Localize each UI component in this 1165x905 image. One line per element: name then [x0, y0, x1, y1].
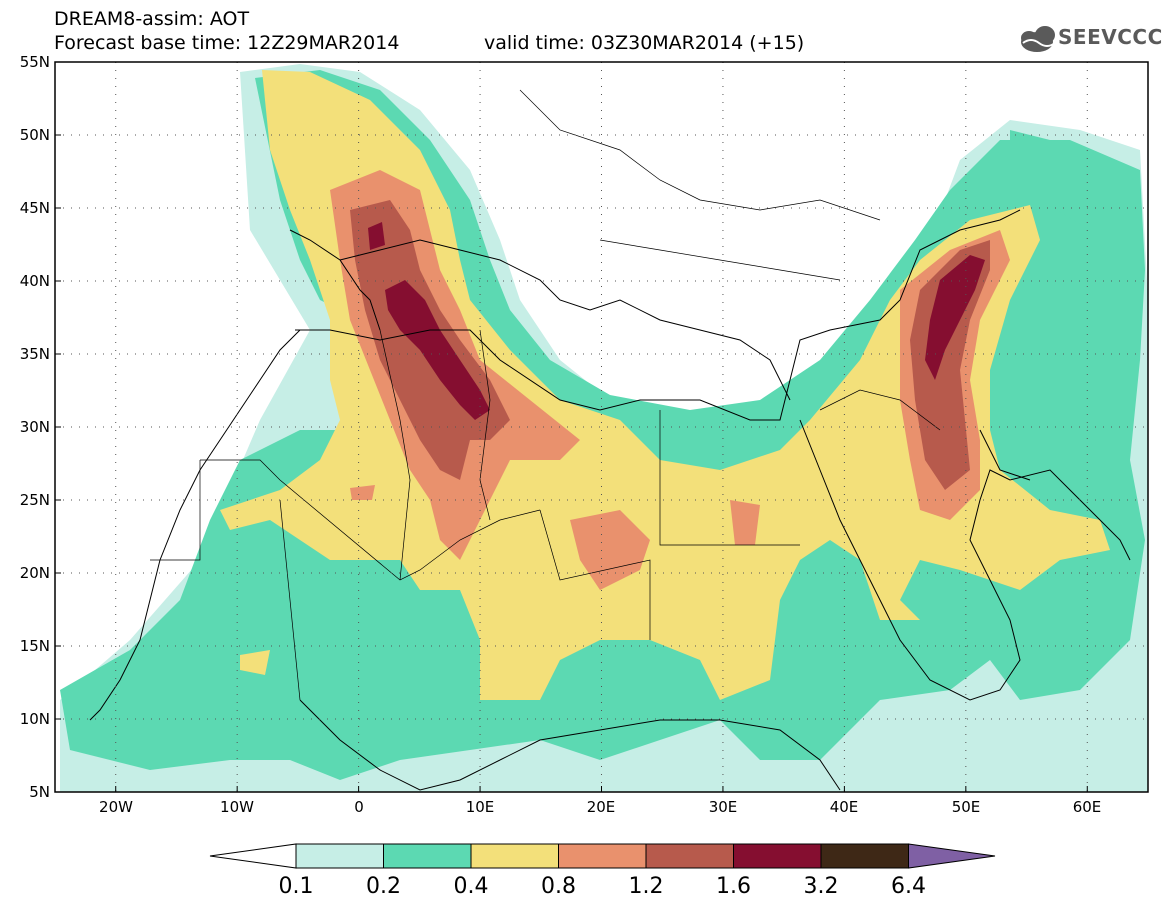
colorbar-lower-arrow — [209, 843, 297, 869]
coastlines — [89, 209, 1131, 791]
lon-tick-label: 10E — [466, 798, 495, 816]
lat-tick-label: 40N — [20, 272, 50, 290]
forecast-base-time: Forecast base time: 12Z29MAR2014 — [54, 32, 400, 54]
colorbar-label: 0.1 — [279, 874, 314, 899]
colorbar-segment — [383, 843, 472, 869]
lat-tick-label: 10N — [20, 710, 50, 728]
lat-axis: 5N 10N 15N 20N 25N 30N 35N 40N 45N 50N 5… — [20, 53, 50, 801]
map-title: DREAM8-assim: AOT — [54, 8, 250, 30]
lon-tick-label: 60E — [1073, 798, 1102, 816]
lat-tick-label: 5N — [29, 783, 50, 801]
colorbar-label: 0.4 — [454, 874, 489, 899]
graticule — [55, 61, 1148, 793]
aot-field — [60, 64, 1148, 792]
lat-tick-label: 55N — [20, 53, 50, 71]
map-frame — [54, 61, 1149, 793]
colorbar-label: 0.2 — [366, 874, 401, 899]
colorbar-segment — [645, 843, 734, 869]
colorbar-segment — [470, 843, 559, 869]
valid-time: valid time: 03Z30MAR2014 (+15) — [484, 32, 805, 54]
colorbar-segment — [295, 843, 384, 869]
colorbar-label: 0.8 — [541, 874, 576, 899]
lon-tick-label: 20W — [99, 798, 133, 816]
lat-tick-label: 50N — [20, 126, 50, 144]
colorbar-label: 1.6 — [716, 874, 751, 899]
lat-tick-label: 25N — [20, 491, 50, 509]
lat-tick-label: 45N — [20, 199, 50, 217]
country-borders — [150, 89, 941, 701]
lat-tick-label: 30N — [20, 418, 50, 436]
lat-tick-label: 20N — [20, 564, 50, 582]
lon-tick-label: 50E — [952, 798, 981, 816]
lat-tick-label: 35N — [20, 345, 50, 363]
seevccc-logo — [1021, 26, 1056, 52]
colorbar-segment — [820, 843, 909, 869]
aot-band-1-6 — [368, 222, 985, 420]
aot-colorbar: 0.1 0.2 0.4 0.8 1.2 1.6 3.2 6.4 — [209, 843, 996, 899]
colorbar-label: 1.2 — [629, 874, 664, 899]
lon-tick-label: 30E — [709, 798, 738, 816]
lon-tick-label: 40E — [830, 798, 859, 816]
lon-tick-label: 0 — [354, 798, 364, 816]
lon-tick-label: 10W — [220, 798, 254, 816]
colorbar-upper-arrow — [908, 843, 996, 869]
cloud-icon — [1021, 26, 1056, 52]
logo-text: SEEVCCC — [1058, 25, 1163, 49]
colorbar-segment — [733, 843, 822, 869]
lon-axis: 20W 10W 0 10E 20E 30E 40E 50E 60E — [99, 798, 1101, 816]
colorbar-label: 6.4 — [891, 874, 926, 899]
colorbar-segment — [558, 843, 647, 869]
colorbar-label: 3.2 — [804, 874, 839, 899]
lon-tick-label: 20E — [587, 798, 616, 816]
lat-tick-label: 15N — [20, 637, 50, 655]
